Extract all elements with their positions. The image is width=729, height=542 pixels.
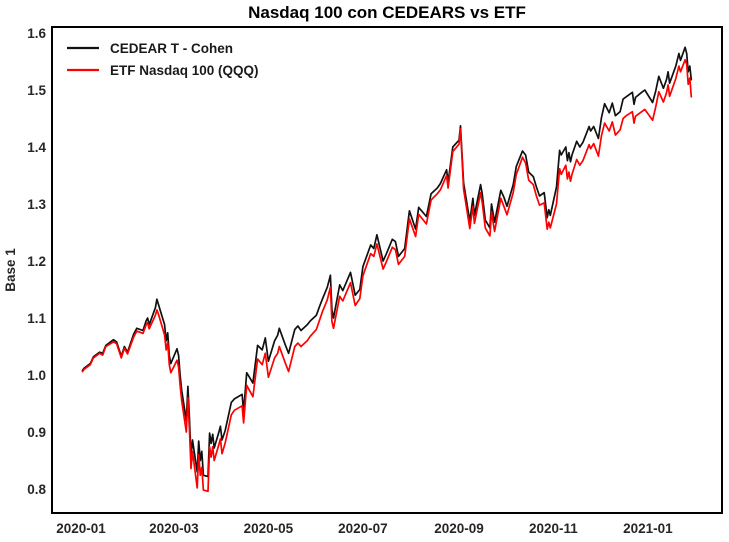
series-line-etf-qqq bbox=[81, 58, 693, 493]
plot-area-border bbox=[51, 26, 723, 514]
legend-label-cedear: CEDEAR T - Cohen bbox=[110, 41, 233, 56]
series-line-cedear bbox=[81, 46, 693, 478]
y-tick-label: 0.9 bbox=[27, 425, 46, 440]
y-tick-label: 1.5 bbox=[27, 83, 46, 98]
y-tick-label: 1.3 bbox=[27, 197, 46, 212]
y-tick-label: 1.2 bbox=[27, 254, 46, 269]
x-tick-label: 2020-07 bbox=[338, 521, 388, 536]
x-axis-ticks: 2020-01 2020-03 2020-05 2020-07 2020-09 2020-… bbox=[56, 521, 673, 536]
chart-title: Nasdaq 100 con CEDEARS vs ETF bbox=[248, 3, 526, 22]
y-tick-label: 1.6 bbox=[27, 26, 46, 41]
x-tick-label: 2020-01 bbox=[56, 521, 106, 536]
y-axis-ticks: 0.8 0.9 1.0 1.1 1.2 1.3 1.4 1.5 1.6 bbox=[27, 26, 46, 497]
y-axis-label: Base 1 bbox=[3, 248, 18, 292]
series-lines bbox=[81, 46, 693, 493]
x-tick-label: 2020-05 bbox=[244, 521, 294, 536]
x-tick-label: 2021-01 bbox=[623, 521, 673, 536]
y-tick-label: 1.4 bbox=[27, 140, 46, 155]
x-tick-label: 2020-03 bbox=[149, 521, 199, 536]
y-tick-label: 1.0 bbox=[27, 368, 46, 383]
x-tick-label: 2020-09 bbox=[434, 521, 484, 536]
x-tick-label: 2020-11 bbox=[529, 521, 578, 536]
legend-label-etf: ETF Nasdaq 100 (QQQ) bbox=[110, 63, 259, 78]
y-tick-label: 1.1 bbox=[27, 311, 46, 326]
y-tick-label: 0.8 bbox=[27, 482, 46, 497]
legend: CEDEAR T - Cohen ETF Nasdaq 100 (QQQ) bbox=[67, 41, 259, 78]
